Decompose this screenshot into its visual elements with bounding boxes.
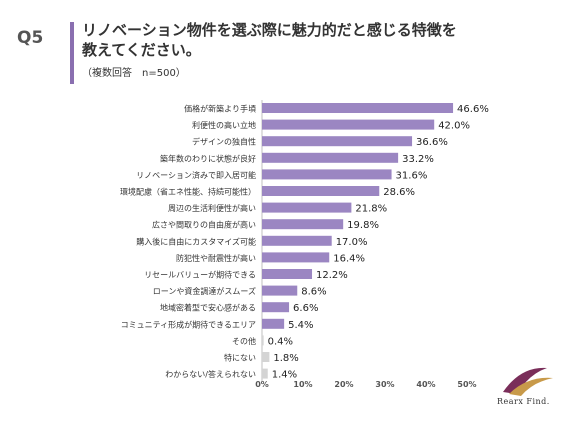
x-tick-label: 20% [334, 380, 353, 389]
value-label: 8.6% [301, 287, 326, 298]
title-accent-bar [70, 22, 74, 84]
value-label: 33.2% [402, 154, 434, 165]
value-label: 1.4% [272, 370, 297, 381]
category-label: その他 [232, 336, 256, 346]
x-tick-label: 0% [255, 380, 269, 389]
bar [262, 285, 298, 296]
bar [262, 335, 264, 346]
category-label: コミュニティ形成が期待できるエリア [121, 319, 256, 329]
value-label: 5.4% [288, 320, 313, 331]
bar [262, 252, 330, 263]
category-label: 広さや間取りの自由度が高い [152, 220, 256, 230]
category-label: 特にない [224, 353, 256, 363]
bar [262, 318, 285, 329]
value-label: 21.8% [355, 204, 387, 215]
value-label: 31.6% [396, 170, 428, 181]
chart-title: リノベーション物件を選ぶ際に魅力的だと感じる特徴を 教えてください。 [82, 20, 457, 60]
bar [262, 169, 392, 180]
value-label: 42.0% [438, 121, 470, 132]
category-label: デザインの独自性 [192, 137, 256, 147]
value-label: 19.8% [347, 220, 379, 231]
brand-logo-text: Rearx Find. [497, 397, 550, 406]
category-label: 防犯性や耐震性が高い [176, 253, 256, 263]
category-label: 周辺の生活利便性が高い [168, 203, 256, 213]
category-label: ローンや資金調達がスムーズ [153, 286, 256, 296]
x-tick-label: 50% [457, 380, 476, 389]
value-label: 36.6% [416, 137, 448, 148]
category-label: 価格が新築より手頃 [184, 104, 256, 114]
category-label: 地域密着型で安心感がある [160, 303, 256, 313]
x-tick-label: 40% [416, 380, 435, 389]
value-label: 1.8% [273, 353, 298, 364]
bar [262, 202, 352, 213]
bar [262, 103, 454, 113]
category-label: 築年数のわりに状態が良好 [160, 153, 256, 163]
x-tick-label: 30% [375, 380, 394, 389]
bar [262, 119, 435, 130]
category-label: リセールバリューが期待できる [144, 270, 256, 280]
chart-subtitle: （複数回答 n=500） [82, 68, 186, 79]
value-label: 28.6% [383, 187, 415, 198]
bar [262, 235, 332, 246]
bar [262, 186, 380, 196]
rearx-find-logo [503, 367, 553, 396]
bar [262, 152, 399, 163]
category-label: 購入後に自由にカスタマイズ可能 [136, 236, 256, 246]
value-label: 46.6% [457, 104, 489, 115]
value-label: 12.2% [316, 270, 348, 281]
value-label: 6.6% [293, 303, 318, 314]
bar [262, 269, 313, 279]
value-label: 16.4% [333, 253, 365, 264]
bar [262, 368, 268, 379]
title-line-1: リノベーション物件を選ぶ際に魅力的だと感じる特徴を [82, 21, 457, 39]
category-label: わからない/答えられない [165, 369, 256, 379]
title-line-2: 教えてください。 [82, 41, 201, 59]
question-label: Q5 [17, 28, 44, 48]
bar [262, 302, 290, 313]
category-label: 環境配慮（省エネ性能、持続可能性） [120, 187, 256, 197]
bar [262, 219, 344, 230]
value-label: 0.4% [268, 336, 293, 347]
bar [262, 136, 413, 147]
category-label: 利便性の高い立地 [192, 120, 256, 130]
category-label: リノベーション済みで即入居可能 [136, 170, 256, 180]
bar [262, 352, 270, 362]
x-tick-label: 10% [293, 380, 312, 389]
value-label: 17.0% [336, 237, 368, 248]
